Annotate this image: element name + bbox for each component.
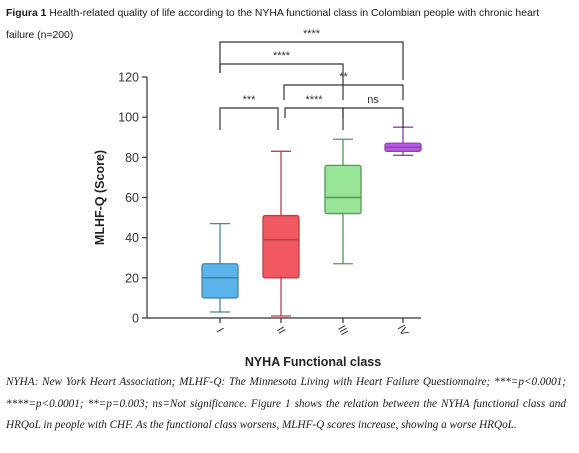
significance-label: **** xyxy=(273,50,291,62)
y-tick-label: 20 xyxy=(125,271,139,285)
figure-caption-label: Figura 1 xyxy=(6,8,47,19)
figure-caption: Figura 1 Health-related quality of life … xyxy=(6,3,566,47)
significance-label: **** xyxy=(305,94,323,106)
significance-label: ** xyxy=(339,71,348,83)
x-tick-label: III xyxy=(335,324,350,338)
x-axis-title: NYHA Functional class xyxy=(245,355,381,369)
significance-label: *** xyxy=(243,94,257,106)
box-I xyxy=(201,263,239,299)
figure-footnote: NYHA: New York Heart Association; MLHF-Q… xyxy=(6,376,566,431)
y-axis-title: MLHF-Q (Score) xyxy=(93,150,107,245)
significance-bracket xyxy=(342,107,404,128)
y-tick-label: 120 xyxy=(118,71,139,85)
significance-bracket xyxy=(219,63,344,100)
significance-label: ns xyxy=(367,94,379,106)
x-tick-label: IV xyxy=(395,323,411,339)
significance-bracket xyxy=(284,107,344,130)
box-II xyxy=(262,214,300,279)
y-tick-label: 40 xyxy=(125,231,139,245)
x-tick-label: I xyxy=(214,326,226,335)
y-tick-label: 80 xyxy=(125,151,139,165)
x-tick-label: II xyxy=(274,325,287,336)
significance-bracket xyxy=(219,41,404,80)
significance-bracket xyxy=(283,84,404,100)
figure-caption-text: Health-related quality of life according… xyxy=(6,8,540,41)
y-tick-label: 100 xyxy=(118,111,139,125)
y-tick-label: 0 xyxy=(132,312,139,326)
box-III xyxy=(324,164,362,215)
y-tick-label: 60 xyxy=(125,191,139,205)
significance-label: **** xyxy=(303,28,321,40)
significance-bracket xyxy=(219,107,279,130)
